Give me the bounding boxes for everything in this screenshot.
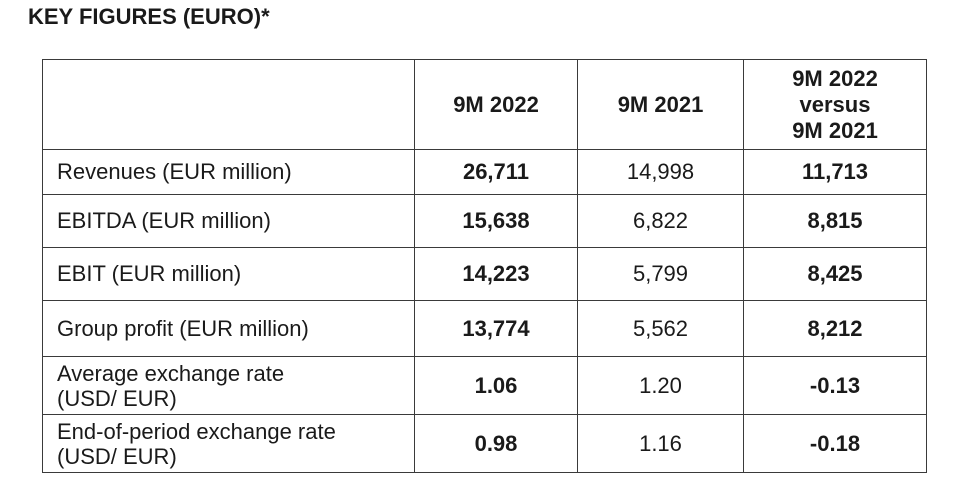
table-header-row: 9M 2022 9M 2021 9M 2022 versus 9M 2021 [42,59,927,150]
value-difference: -0.13 [743,356,927,415]
header-9m-2022: 9M 2022 [414,59,578,150]
value-9m-2022: 0.98 [414,414,578,473]
value-difference: 11,713 [743,149,927,195]
header-comparison-line1: 9M 2022 [792,65,878,91]
value-9m-2021: 1.16 [577,414,744,473]
value-9m-2021: 1.20 [577,356,744,415]
value-9m-2022: 14,223 [414,247,578,301]
row-label-ebit: EBIT (EUR million) [42,247,415,301]
row-label-group-profit: Group profit (EUR million) [42,300,415,357]
row-label-line1: End-of-period exchange rate [57,418,336,444]
row-label-line1: Average exchange rate [57,360,285,386]
table-row: EBIT (EUR million) 14,223 5,799 8,425 [42,247,927,301]
key-figures-table: 9M 2022 9M 2021 9M 2022 versus 9M 2021 R… [42,59,927,473]
table-row: EBITDA (EUR million) 15,638 6,822 8,815 [42,194,927,248]
row-label-end-of-period-exchange-rate: End-of-period exchange rate (USD/ EUR) [42,414,415,473]
table-row: Average exchange rate (USD/ EUR) 1.06 1.… [42,356,927,415]
table-row: Group profit (EUR million) 13,774 5,562 … [42,300,927,357]
value-difference: 8,815 [743,194,927,248]
table-row: Revenues (EUR million) 26,711 14,998 11,… [42,149,927,195]
row-label-average-exchange-rate: Average exchange rate (USD/ EUR) [42,356,415,415]
row-label-revenues: Revenues (EUR million) [42,149,415,195]
row-label-line2: (USD/ EUR) [57,385,177,411]
value-difference: 8,212 [743,300,927,357]
value-9m-2021: 6,822 [577,194,744,248]
header-comparison-line3: 9M 2021 [792,117,878,143]
header-9m-2021: 9M 2021 [577,59,744,150]
value-9m-2021: 5,799 [577,247,744,301]
value-difference: -0.18 [743,414,927,473]
row-label-ebitda: EBITDA (EUR million) [42,194,415,248]
value-9m-2022: 13,774 [414,300,578,357]
value-9m-2022: 15,638 [414,194,578,248]
header-comparison-line2: versus [799,91,871,117]
header-blank-cell [42,59,415,150]
value-difference: 8,425 [743,247,927,301]
table-row: End-of-period exchange rate (USD/ EUR) 0… [42,414,927,473]
value-9m-2021: 14,998 [577,149,744,195]
header-comparison: 9M 2022 versus 9M 2021 [743,59,927,150]
row-label-line2: (USD/ EUR) [57,443,177,469]
value-9m-2021: 5,562 [577,300,744,357]
value-9m-2022: 1.06 [414,356,578,415]
value-9m-2022: 26,711 [414,149,578,195]
page-title: KEY FIGURES (EURO)* [28,4,270,29]
